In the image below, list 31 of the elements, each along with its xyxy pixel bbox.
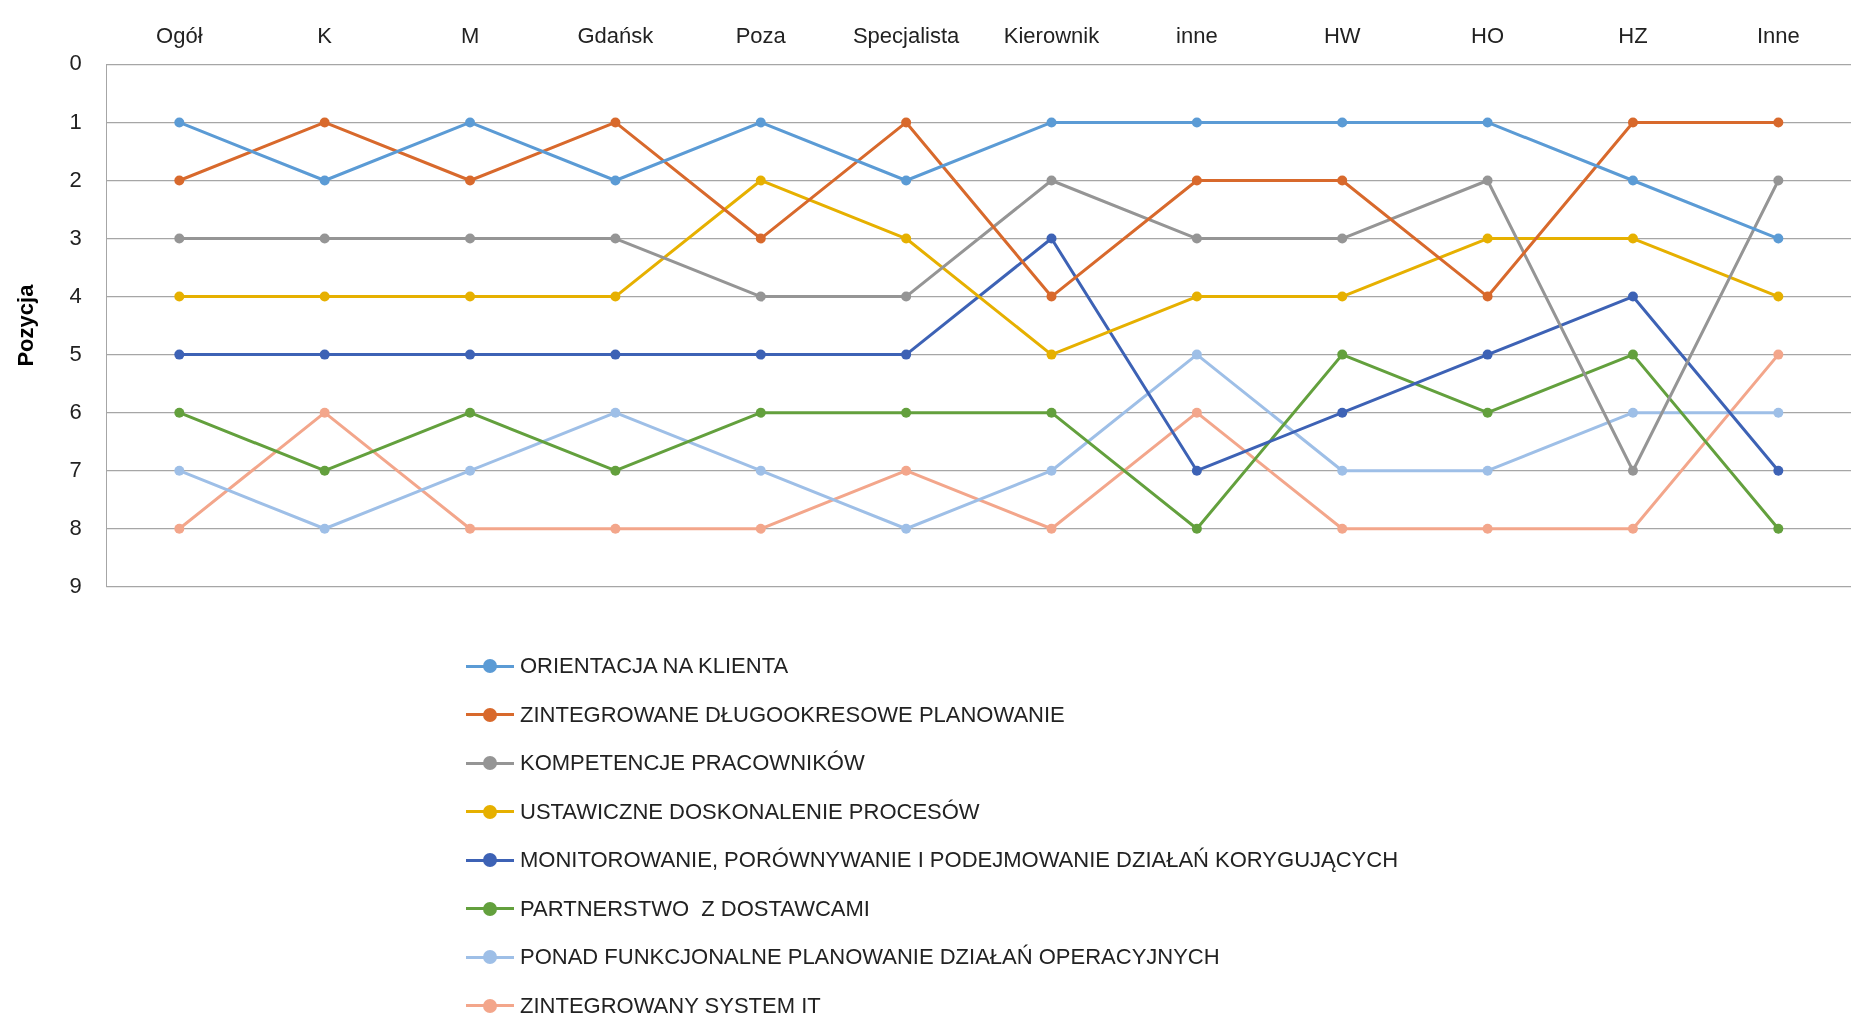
x-tick-label: HW	[1323, 23, 1361, 49]
y-tick-label: 5	[69, 340, 82, 366]
y-axis-title: Pozycja	[13, 283, 39, 367]
x-tick-label: HO	[1471, 23, 1505, 49]
x-tick-label: Ogół	[156, 23, 203, 49]
legend-label: KOMPETENCJE PRACOWNIKÓW	[520, 750, 865, 777]
legend-label: USTAWICZNE DOSKONALENIE PROCESÓW	[520, 798, 980, 825]
legend-label: PARTNERSTWO Z DOSTAWCAMI	[520, 895, 870, 922]
legend-label: MONITOROWANIE, PORÓWNYWANIE I PODEJMOWANIE DZIAŁAŃ KORYGUJĄCYCH	[520, 847, 1399, 874]
legend-label: ZINTEGROWANY SYSTEM IT	[520, 992, 821, 1019]
x-tick-label: Gdańsk	[577, 23, 655, 49]
x-tick-label: M	[460, 23, 480, 49]
x-tick-label: K	[317, 23, 333, 49]
y-tick-label: 8	[69, 514, 82, 540]
legend-label: ZINTEGROWANE DŁUGOOKRESOWE PLANOWANIE	[520, 701, 1065, 728]
x-tick-label: HZ	[1618, 23, 1648, 49]
x-tick-label: Kierownik	[1003, 23, 1101, 49]
legend-label: PONAD FUNKCJONALNE PLANOWANIE DZIAŁAŃ OPERACYJNYCH	[520, 944, 1220, 971]
x-tick-label: inne	[1176, 23, 1218, 49]
y-tick-label: 7	[69, 456, 82, 482]
y-tick-label: 4	[69, 282, 82, 308]
legend-label: ORIENTACJA NA KLIENTA	[520, 653, 789, 680]
x-tick-label: Poza	[735, 23, 787, 49]
y-tick-label: 1	[69, 108, 82, 134]
y-tick-label: 0	[69, 50, 82, 76]
x-tick-label: Specjalista	[852, 23, 961, 49]
y-tick-label: 2	[69, 166, 82, 192]
y-tick-label: 3	[69, 224, 82, 250]
y-tick-label: 9	[69, 572, 82, 598]
x-tick-label: Inne	[1756, 23, 1800, 49]
y-tick-label: 6	[69, 398, 82, 424]
